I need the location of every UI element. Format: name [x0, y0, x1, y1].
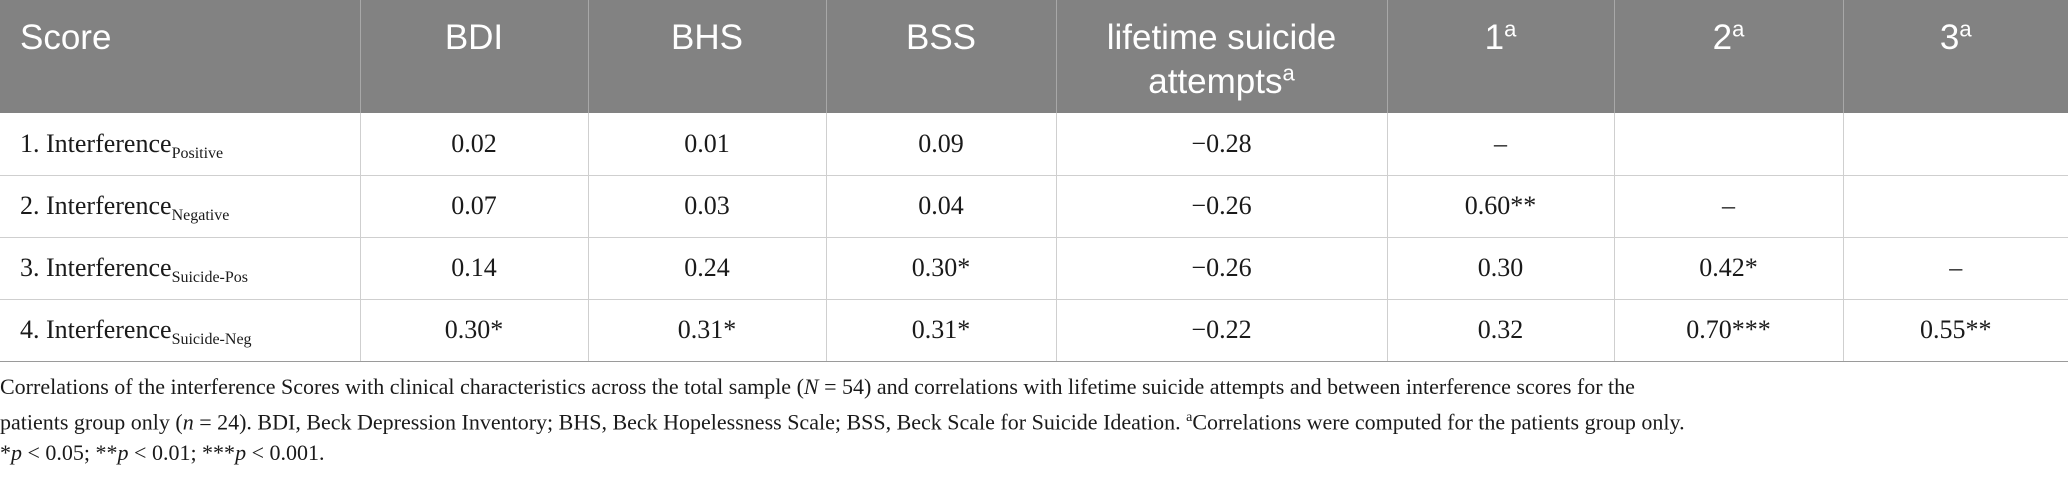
table-cell: −0.22 — [1055, 299, 1387, 362]
header-col-3: 3a — [1842, 0, 2068, 113]
table-cell: – — [1386, 113, 1614, 176]
table-cell: 0.31* — [825, 299, 1056, 362]
table-cell: 0.09 — [825, 113, 1056, 176]
table-header-row: Score BDI BHS BSS lifetime suicide attem… — [0, 0, 2068, 113]
table-cell: 0.24 — [587, 237, 826, 300]
table-cell: 0.30* — [825, 237, 1056, 300]
table-caption: Correlations of the interference Scores … — [0, 371, 2050, 468]
table-cell: 0.30* — [359, 299, 588, 362]
table-cell: −0.26 — [1055, 237, 1387, 300]
table-cell: 0.42* — [1613, 237, 1843, 300]
header-bhs: BHS — [587, 0, 826, 113]
header-lifetime-suicide-attempts: lifetime suicide attemptsa — [1055, 0, 1387, 113]
table-row: 1. InterferencePositive 0.02 0.01 0.09 −… — [0, 113, 2068, 176]
table-cell — [1613, 113, 1843, 176]
table-cell: 0.30 — [1386, 237, 1614, 300]
row-label: 2. InterferenceNegative — [0, 175, 360, 238]
correlation-table-container: Score BDI BHS BSS lifetime suicide attem… — [0, 0, 2068, 362]
table-cell: 0.02 — [359, 113, 588, 176]
table-cell: 0.70*** — [1613, 299, 1843, 362]
table-cell: – — [1842, 237, 2068, 300]
table-cell: 0.60** — [1386, 175, 1614, 238]
table-cell: 0.04 — [825, 175, 1056, 238]
table-cell: 0.31* — [587, 299, 826, 362]
table-cell — [1842, 113, 2068, 176]
caption-line-1: Correlations of the interference Scores … — [0, 374, 1635, 399]
caption-line-2: patients group only (n = 24). BDI, Beck … — [0, 409, 1685, 435]
table-row: 2. InterferenceNegative 0.07 0.03 0.04 −… — [0, 175, 2068, 238]
header-col-2: 2a — [1613, 0, 1843, 113]
row-label: 4. InterferenceSuicide-Neg — [0, 299, 360, 362]
table-cell: 0.14 — [359, 237, 588, 300]
table-row: 4. InterferenceSuicide-Neg 0.30* 0.31* 0… — [0, 299, 2068, 362]
table-cell: 0.03 — [587, 175, 826, 238]
header-score: Score — [0, 0, 360, 113]
header-col-1: 1a — [1386, 0, 1614, 113]
table-row: 3. InterferenceSuicide-Pos 0.14 0.24 0.3… — [0, 237, 2068, 300]
table-cell: 0.55** — [1842, 299, 2068, 362]
correlation-table: Score BDI BHS BSS lifetime suicide attem… — [0, 0, 2068, 362]
table-cell — [1842, 175, 2068, 238]
table-cell: 0.07 — [359, 175, 588, 238]
header-bss: BSS — [825, 0, 1056, 113]
table-cell: – — [1613, 175, 1843, 238]
table-cell: 0.01 — [587, 113, 826, 176]
table-cell: −0.28 — [1055, 113, 1387, 176]
header-bdi: BDI — [359, 0, 588, 113]
caption-line-3: *p < 0.05; **p < 0.01; ***p < 0.001. — [0, 440, 325, 466]
row-label: 1. InterferencePositive — [0, 113, 360, 176]
table-cell: −0.26 — [1055, 175, 1387, 238]
row-label: 3. InterferenceSuicide-Pos — [0, 237, 360, 300]
table-cell: 0.32 — [1386, 299, 1614, 362]
